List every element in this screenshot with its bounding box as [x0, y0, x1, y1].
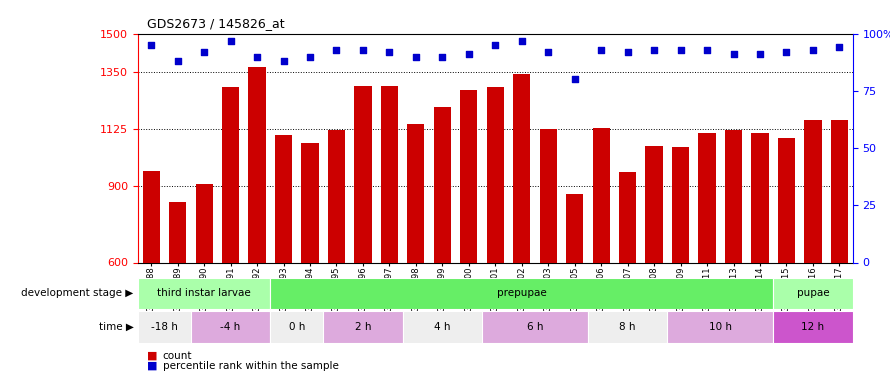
- Text: 6 h: 6 h: [527, 322, 543, 332]
- Bar: [138, 311, 190, 343]
- Bar: [460, 90, 477, 262]
- Text: 12 h: 12 h: [801, 322, 824, 332]
- Point: [594, 47, 608, 53]
- Bar: [588, 311, 668, 343]
- Text: 10 h: 10 h: [708, 322, 732, 332]
- Bar: [487, 87, 504, 262]
- Bar: [773, 311, 853, 343]
- Point: [780, 49, 794, 55]
- Bar: [773, 278, 853, 309]
- Bar: [672, 147, 689, 262]
- Bar: [222, 87, 239, 262]
- Text: pupae: pupae: [797, 288, 829, 298]
- Bar: [830, 120, 848, 262]
- Bar: [619, 172, 636, 262]
- Bar: [645, 146, 663, 262]
- Point: [223, 38, 238, 44]
- Bar: [751, 133, 769, 262]
- Text: development stage ▶: development stage ▶: [21, 288, 134, 298]
- Text: ■: ■: [147, 361, 158, 371]
- Point: [250, 54, 264, 60]
- Point: [805, 47, 820, 53]
- Bar: [323, 311, 402, 343]
- Text: prepupae: prepupae: [497, 288, 546, 298]
- Bar: [514, 74, 530, 262]
- Point: [409, 54, 423, 60]
- Point: [568, 76, 582, 82]
- Bar: [433, 108, 451, 262]
- Bar: [354, 86, 371, 262]
- Point: [753, 51, 767, 57]
- Text: third instar larvae: third instar larvae: [158, 288, 251, 298]
- Point: [832, 45, 846, 51]
- Point: [489, 42, 503, 48]
- Bar: [169, 201, 186, 262]
- Point: [647, 47, 661, 53]
- Point: [144, 42, 158, 48]
- Point: [700, 47, 714, 53]
- Point: [277, 58, 291, 64]
- Point: [435, 54, 449, 60]
- Bar: [275, 135, 292, 262]
- Bar: [142, 171, 160, 262]
- Text: 0 h: 0 h: [288, 322, 305, 332]
- Bar: [196, 184, 213, 262]
- Text: ■: ■: [147, 351, 158, 361]
- Text: 2 h: 2 h: [355, 322, 371, 332]
- Bar: [381, 86, 398, 262]
- Bar: [328, 130, 345, 262]
- Point: [303, 54, 317, 60]
- Text: -18 h: -18 h: [151, 322, 178, 332]
- Bar: [138, 278, 271, 309]
- Point: [356, 47, 370, 53]
- Bar: [668, 311, 773, 343]
- Text: count: count: [163, 351, 192, 361]
- Point: [383, 49, 397, 55]
- Point: [674, 47, 688, 53]
- Point: [462, 51, 476, 57]
- Point: [620, 49, 635, 55]
- Bar: [408, 124, 425, 262]
- Text: 4 h: 4 h: [434, 322, 450, 332]
- Point: [197, 49, 211, 55]
- Text: -4 h: -4 h: [221, 322, 240, 332]
- Bar: [271, 278, 773, 309]
- Bar: [402, 311, 482, 343]
- Bar: [593, 128, 610, 262]
- Point: [541, 49, 555, 55]
- Text: percentile rank within the sample: percentile rank within the sample: [163, 361, 339, 371]
- Bar: [248, 67, 265, 262]
- Point: [329, 47, 344, 53]
- Point: [514, 38, 529, 44]
- Bar: [539, 129, 557, 262]
- Point: [171, 58, 185, 64]
- Text: 8 h: 8 h: [619, 322, 635, 332]
- Bar: [699, 133, 716, 262]
- Bar: [482, 311, 588, 343]
- Text: GDS2673 / 145826_at: GDS2673 / 145826_at: [147, 17, 285, 30]
- Bar: [271, 311, 323, 343]
- Bar: [566, 194, 583, 262]
- Point: [726, 51, 740, 57]
- Bar: [302, 143, 319, 262]
- Bar: [190, 311, 271, 343]
- Text: time ▶: time ▶: [99, 322, 134, 332]
- Bar: [805, 120, 821, 262]
- Bar: [778, 138, 795, 262]
- Bar: [725, 130, 742, 262]
